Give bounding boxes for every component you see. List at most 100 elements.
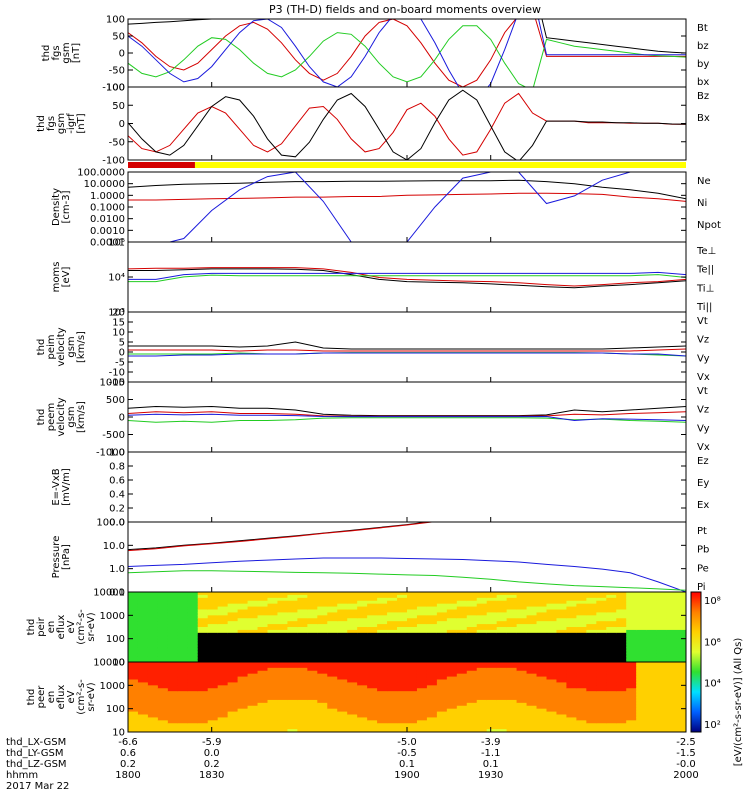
- spectrogram-cell: [327, 662, 338, 666]
- spectrogram-cell: [616, 650, 627, 654]
- spectrogram-cell: [526, 667, 538, 672]
- spectrogram-cell: [217, 659, 229, 662]
- spectrogram-cell: [337, 729, 348, 732]
- spectrogram-cell: [187, 612, 199, 616]
- spectrogram-cell: [626, 705, 637, 710]
- spectrogram-cell: [187, 635, 199, 640]
- spectrogram-cell: [436, 621, 448, 625]
- spectrogram-cell: [327, 627, 338, 631]
- spectrogram-cell: [566, 612, 577, 616]
- spectrogram-cell: [207, 679, 219, 684]
- spectrogram-cell: [187, 597, 199, 602]
- spectrogram-cell: [626, 702, 637, 707]
- spectrogram-cell: [416, 682, 428, 686]
- spectrogram-cell: [247, 600, 259, 605]
- spectrogram-cell: [187, 714, 199, 719]
- spectrogram-cell: [456, 694, 468, 698]
- spectrogram-cell: [197, 638, 209, 643]
- spectrogram-cell: [536, 676, 548, 681]
- spectrogram-cell: [157, 699, 169, 704]
- spectrogram-cell: [646, 597, 657, 602]
- y-tick-label: 0.6: [109, 476, 125, 487]
- spectrogram-cell: [357, 612, 368, 616]
- spectrogram-cell: [197, 729, 209, 732]
- spectrogram-cell: [566, 729, 577, 732]
- spectrogram-cell: [137, 699, 149, 704]
- spectrogram-cell: [237, 592, 249, 596]
- spectrogram-cell: [526, 679, 538, 684]
- spectrogram-cell: [466, 629, 478, 634]
- spectrogram-cell: [636, 644, 647, 649]
- spectrogram-cell: [486, 685, 498, 689]
- spectrogram-cell: [147, 673, 159, 678]
- spectrogram-cell: [596, 699, 607, 704]
- legend-entry: Pi: [697, 582, 706, 593]
- spectrogram-cell: [287, 664, 298, 669]
- spectrogram-cell: [446, 641, 458, 646]
- legend-entry: Ey: [697, 478, 709, 489]
- y-tick-label: 10000: [93, 658, 125, 669]
- spectrogram-cell: [596, 697, 607, 701]
- y-tick-label: 1.0: [109, 448, 125, 459]
- spectrogram-cell: [656, 664, 667, 669]
- spectrogram-cell: [147, 635, 159, 640]
- spectrogram-cell: [556, 705, 568, 710]
- spectrogram-cell: [436, 676, 448, 681]
- spectrogram-cell: [357, 664, 368, 669]
- spectrogram-cell: [307, 659, 318, 662]
- spectrogram-cell: [377, 662, 388, 666]
- spectrogram-cell: [466, 691, 478, 695]
- spectrogram-cell: [227, 667, 239, 672]
- spectrogram-cell: [227, 664, 239, 669]
- spectrogram-cell: [616, 647, 627, 651]
- spectrogram-cell: [357, 659, 368, 662]
- spectrogram-cell: [177, 627, 189, 631]
- spectrogram-cell: [636, 685, 647, 689]
- spectrogram-cell: [177, 621, 189, 625]
- spectrogram-cell: [576, 603, 587, 608]
- spectrogram-cell: [357, 609, 368, 614]
- spectrogram-cell: [576, 676, 587, 681]
- spectrogram-cell: [257, 594, 269, 599]
- spectrogram-cell: [576, 691, 587, 695]
- spectrogram-cell: [446, 653, 458, 657]
- spectrogram-cell: [227, 644, 239, 649]
- spectrogram-cell: [317, 714, 328, 719]
- spectrogram-cell: [147, 694, 159, 698]
- spectrogram-cell: [546, 644, 558, 649]
- spectrogram-cell: [297, 691, 308, 695]
- spectrogram-cell: [466, 600, 478, 605]
- spectrogram-cell: [486, 717, 498, 721]
- spectrogram-cell: [197, 606, 209, 611]
- spectrogram-cell: [297, 699, 308, 704]
- spectrogram-cell: [287, 682, 298, 686]
- spectrogram-cell: [436, 647, 448, 651]
- spectrogram-cell: [646, 679, 657, 684]
- spectrogram-cell: [317, 685, 328, 689]
- spectrogram-cell: [137, 682, 149, 686]
- spectrogram-cell: [506, 653, 518, 657]
- spectrogram-cell: [347, 647, 358, 651]
- spectrogram-cell: [526, 723, 538, 727]
- spectrogram-cell: [237, 594, 249, 599]
- spectrogram-cell: [167, 662, 179, 666]
- y-label-line: fgs: [46, 116, 57, 131]
- spectrogram-cell: [426, 705, 438, 710]
- y-tick-label: 10³: [108, 308, 125, 319]
- spectrogram-cell: [177, 632, 189, 637]
- spectrogram-cell: [446, 670, 458, 675]
- spectrogram-cell: [347, 653, 358, 657]
- spectrogram-cell: [526, 726, 538, 730]
- y-tick-label: 100.0: [96, 518, 125, 529]
- spectrogram-cell: [297, 664, 308, 669]
- spectrogram-cell: [506, 676, 518, 681]
- y-label-line: gsm: [61, 42, 72, 63]
- spectrogram-cell: [247, 659, 259, 662]
- spectrogram-cell: [676, 726, 686, 730]
- spectrogram-cell: [656, 650, 667, 654]
- spectrogram-cell: [676, 650, 686, 654]
- spectrogram-cell: [297, 726, 308, 730]
- spectrogram-cell: [506, 638, 518, 643]
- spectrogram-cell: [496, 624, 508, 628]
- spectrogram-cell: [347, 676, 358, 681]
